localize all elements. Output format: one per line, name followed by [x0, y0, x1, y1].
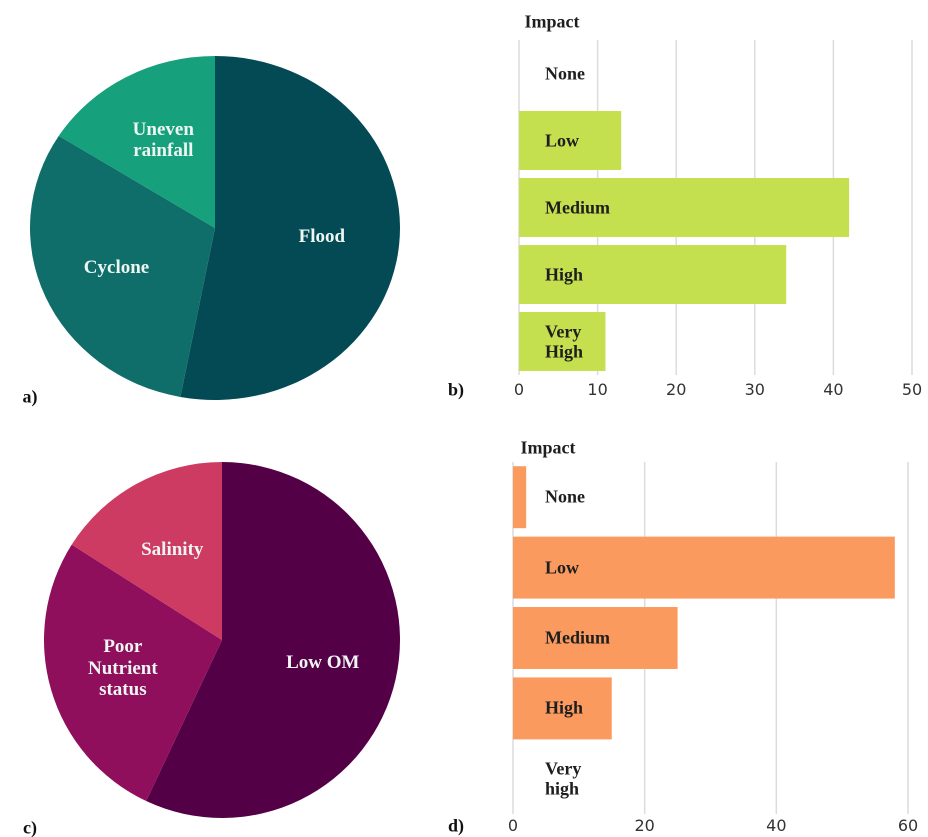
- pie-slice: [30, 135, 215, 397]
- slice-label: Salinity: [141, 538, 204, 560]
- bar: [513, 677, 612, 740]
- bar: [513, 536, 895, 599]
- axis-title: Impact: [524, 11, 580, 32]
- x-tick-label: 50: [901, 379, 923, 399]
- bar: [519, 312, 606, 371]
- bar: [513, 607, 678, 669]
- category-label: Medium: [545, 627, 610, 648]
- slice-label: Low OM: [286, 651, 360, 673]
- x-tick-label: 0: [513, 379, 525, 399]
- category-label: Low: [545, 557, 580, 578]
- x-tick-label: 40: [766, 815, 787, 835]
- category-label: None: [545, 63, 585, 84]
- category-label: Very High: [545, 320, 584, 362]
- bar: [519, 111, 622, 170]
- pie-slice: [58, 55, 216, 228]
- pie-slice: [71, 462, 223, 640]
- panel-label: a): [22, 386, 38, 407]
- panel-label: b): [447, 379, 465, 400]
- x-tick-label: 40: [823, 379, 844, 399]
- category-label: Very high: [545, 758, 582, 799]
- category-label: Medium: [545, 197, 610, 218]
- slice-label: Flood: [298, 226, 346, 248]
- bar: [513, 466, 527, 529]
- pie-slice: [180, 56, 401, 401]
- axis-title: Impact: [520, 437, 576, 458]
- category-label: None: [545, 486, 585, 507]
- category-label: High: [545, 698, 584, 719]
- panel-label: d): [447, 815, 465, 836]
- x-tick-label: 60: [897, 815, 919, 835]
- pie-slice: [146, 462, 400, 819]
- x-tick-label: 0: [507, 815, 519, 835]
- bar: [519, 178, 850, 237]
- category-label: Low: [545, 130, 580, 151]
- slice-label: Poor Nutrient status: [88, 636, 158, 701]
- x-tick-label: 30: [744, 379, 765, 399]
- category-label: High: [545, 264, 584, 285]
- x-tick-label: 10: [587, 379, 608, 399]
- slice-label: Cyclone: [83, 256, 150, 278]
- pie-slice: [43, 544, 222, 802]
- x-tick-label: 20: [666, 379, 687, 399]
- slice-label: Uneven rainfall: [132, 118, 194, 162]
- x-tick-label: 20: [634, 815, 655, 835]
- panel-label: c): [23, 817, 37, 837]
- bar: [519, 245, 787, 304]
